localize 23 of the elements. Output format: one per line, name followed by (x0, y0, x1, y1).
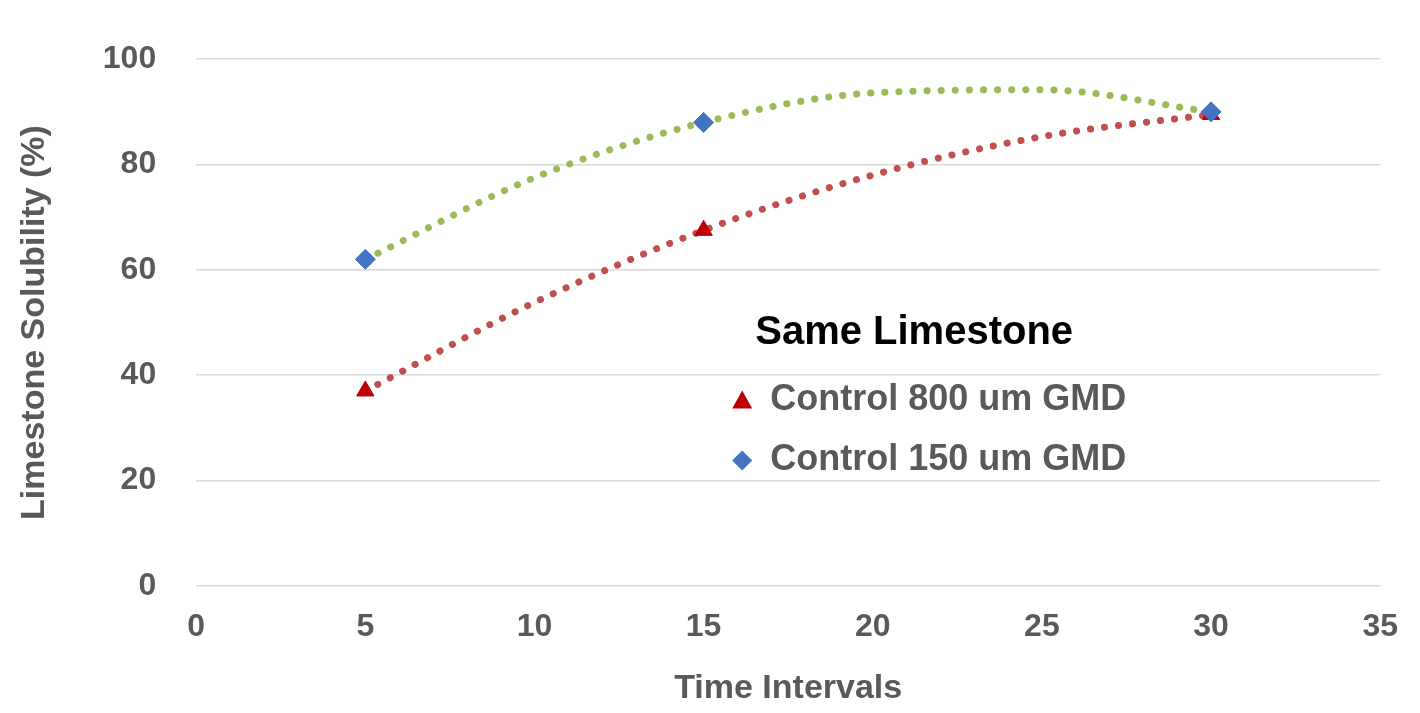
point (354, 248, 376, 270)
legend-label: Control 150 um GMD (770, 437, 1127, 479)
x-tick-label: 10 (516, 606, 553, 643)
x-axis-title: Time Intervals (674, 666, 903, 705)
y-tick-label: 0 (138, 565, 157, 602)
point (356, 380, 375, 397)
y-tick-label: 80 (120, 144, 157, 181)
x-tick-label: 30 (1193, 606, 1229, 643)
point (693, 111, 715, 133)
x-tick-label: 15 (685, 606, 722, 643)
point (694, 219, 713, 236)
y-tick-label: 100 (102, 39, 157, 76)
legend-label: Control 800 um GMD (770, 377, 1127, 419)
legend-title: Same Limestone (755, 307, 1074, 352)
x-tick-label: 0 (187, 606, 206, 643)
y-tick-label: 60 (120, 249, 157, 286)
x-tick-label: 25 (1024, 606, 1060, 643)
y-tick-label: 20 (120, 460, 157, 497)
x-tick-label: 35 (1362, 606, 1398, 643)
y-tick-label: 40 (120, 354, 157, 391)
y-axis-title: Limestone Solubility (%) (12, 125, 51, 520)
x-tick-label: 20 (854, 606, 891, 643)
x-tick-label: 5 (356, 606, 375, 643)
